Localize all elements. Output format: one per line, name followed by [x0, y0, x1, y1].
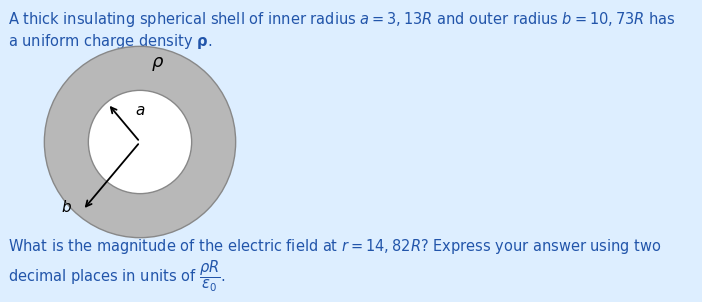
- Circle shape: [44, 46, 236, 238]
- Text: a: a: [135, 103, 145, 118]
- Circle shape: [88, 90, 192, 194]
- Text: b: b: [62, 200, 72, 215]
- Text: a uniform charge density $\mathbf{\rho}$.: a uniform charge density $\mathbf{\rho}$…: [8, 32, 212, 51]
- Text: A thick insulating spherical shell of inner radius $a = 3,13R$ and outer radius : A thick insulating spherical shell of in…: [8, 10, 675, 29]
- Text: $\rho$: $\rho$: [151, 55, 164, 72]
- Text: decimal places in units of $\dfrac{\rho R}{\varepsilon_0}$.: decimal places in units of $\dfrac{\rho …: [8, 259, 225, 294]
- Text: What is the magnitude of the electric field at $r = 14,82R$? Express your answer: What is the magnitude of the electric fi…: [8, 237, 662, 256]
